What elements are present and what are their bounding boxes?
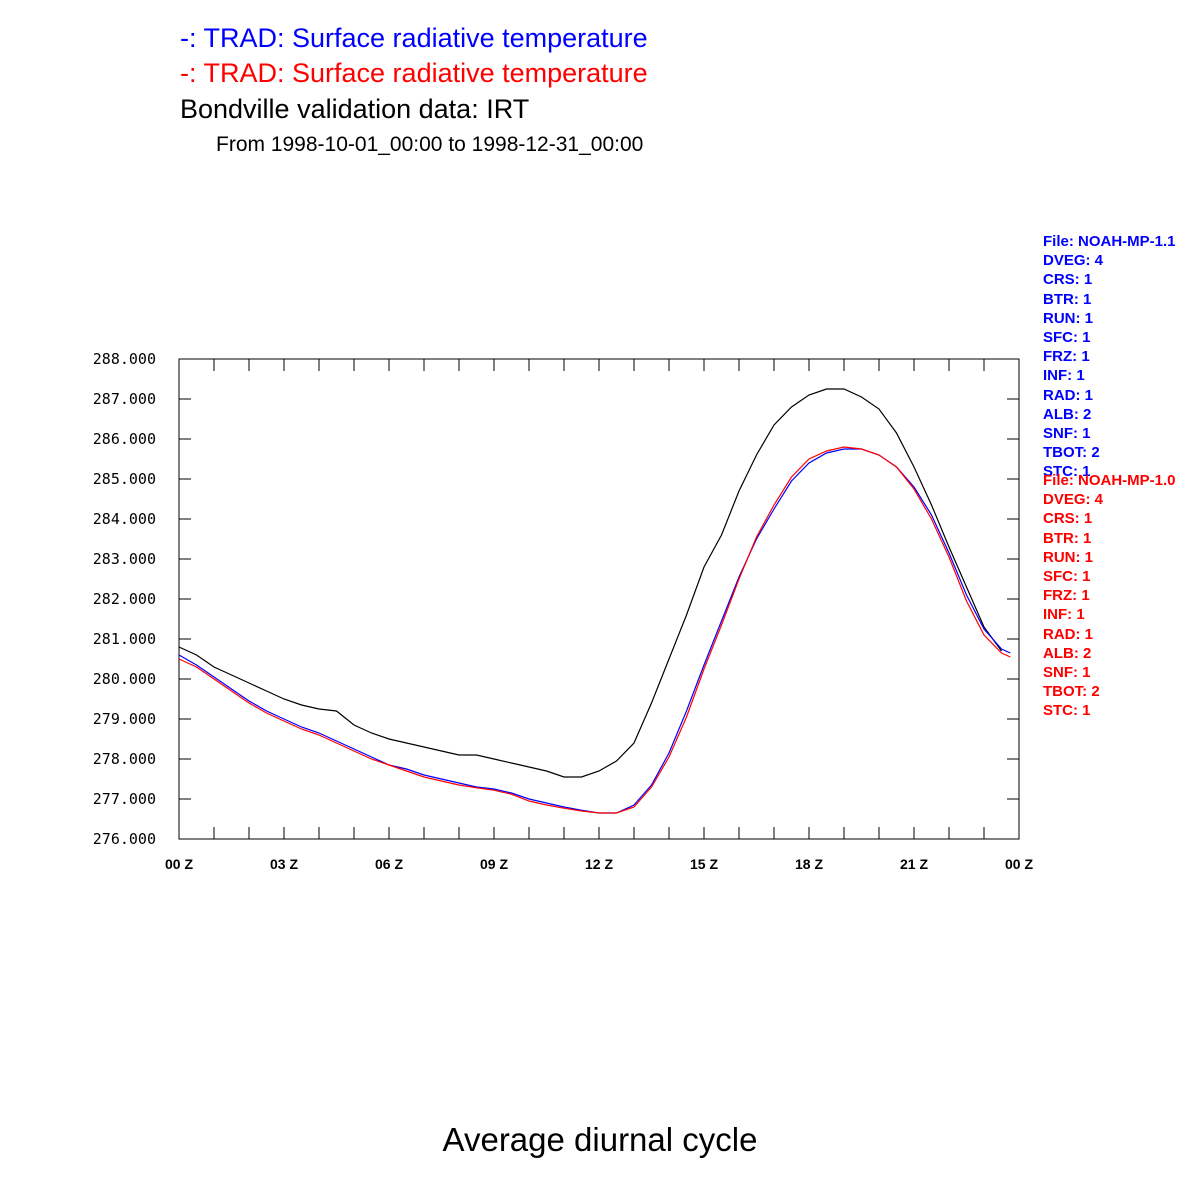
- legend-red-item: ALB: 2: [1043, 644, 1092, 662]
- plot-frame: [178, 358, 1020, 840]
- legend-blue-item: TBOT: 2: [1043, 444, 1100, 462]
- x-tick-label: 15 Z: [690, 856, 718, 872]
- legend-red-item: STC: 1: [1043, 702, 1091, 720]
- legend-blue: File: NOAH-MP-1.1 DVEG: 4 CRS: 1 BTR: 1 RUN:…: [1043, 232, 1176, 481]
- legend-red-item: SNF: 1: [1043, 663, 1091, 681]
- x-tick-label: 00 Z: [165, 856, 193, 872]
- y-tick-label: 288.000: [93, 350, 156, 368]
- y-tick-label: 286.000: [93, 430, 156, 448]
- legend-red-item: BTR: 1: [1043, 529, 1092, 547]
- series-line-0: [178, 388, 1002, 778]
- legend-red: File: NOAH-MP-1.0 DVEG: 4 CRS: 1 BTR: 1 RUN:…: [1043, 471, 1176, 720]
- legend-blue-item: FRZ: 1: [1043, 348, 1090, 366]
- y-tick-label: 281.000: [93, 630, 156, 648]
- x-tick-label: 03 Z: [270, 856, 298, 872]
- legend-red-item: TBOT: 2: [1043, 683, 1100, 701]
- legend-blue-item: STC: 1: [1043, 463, 1091, 481]
- y-tick-label: 277.000: [93, 790, 156, 808]
- x-tick-label: 09 Z: [480, 856, 508, 872]
- y-tick-label: 284.000: [93, 510, 156, 528]
- legend-red-item: RUN: 1: [1043, 548, 1094, 566]
- legend-blue-item: SNF: 1: [1043, 424, 1091, 442]
- x-tick-label: 18 Z: [795, 856, 823, 872]
- y-tick-label: 282.000: [93, 590, 156, 608]
- series-line-2: [178, 446, 1011, 814]
- legend-blue-item: ALB: 2: [1043, 405, 1092, 423]
- y-tick-label: 285.000: [93, 470, 156, 488]
- legend-red-item: File: NOAH-MP-1.0: [1043, 472, 1176, 489]
- title-validation: Bondville validation data: IRT: [180, 94, 530, 124]
- series-line-1: [178, 448, 1011, 814]
- chart-title: Average diurnal cycle: [442, 1121, 758, 1158]
- y-tick-label: 287.000: [93, 390, 156, 408]
- legend-blue-item: RUN: 1: [1043, 309, 1094, 327]
- legend-blue-item: INF: 1: [1043, 367, 1085, 385]
- legend-blue-item: BTR: 1: [1043, 290, 1092, 308]
- legend-red-item: SFC: 1: [1043, 567, 1091, 585]
- legend-blue-item: DVEG: 4: [1043, 252, 1104, 270]
- legend-red-item: RAD: 1: [1043, 625, 1094, 643]
- x-tick-label: 06 Z: [375, 856, 403, 872]
- x-tick-label: 00 Z: [1005, 856, 1033, 872]
- title-series-blue: -: TRAD: Surface radiative temperature: [180, 23, 648, 53]
- y-tick-label: 283.000: [93, 550, 156, 568]
- title-series-red: -: TRAD: Surface radiative temperature: [180, 58, 648, 88]
- legend-red-item: DVEG: 4: [1043, 491, 1104, 509]
- title-date-range: From 1998-10-01_00:00 to 1998-12-31_00:0…: [216, 133, 644, 156]
- y-tick-label: 279.000: [93, 710, 156, 728]
- legend-red-item: INF: 1: [1043, 606, 1085, 624]
- legend-red-item: CRS: 1: [1043, 510, 1093, 528]
- legend-blue-item: SFC: 1: [1043, 328, 1091, 346]
- x-tick-label: 21 Z: [900, 856, 928, 872]
- y-tick-label: 280.000: [93, 670, 156, 688]
- y-tick-label: 276.000: [93, 830, 156, 848]
- legend-blue-item: CRS: 1: [1043, 271, 1093, 289]
- y-tick-label: 278.000: [93, 750, 156, 768]
- legend-blue-item: RAD: 1: [1043, 386, 1094, 404]
- legend-blue-item: File: NOAH-MP-1.1: [1043, 233, 1176, 250]
- x-tick-label: 12 Z: [585, 856, 613, 872]
- legend-red-item: FRZ: 1: [1043, 587, 1090, 605]
